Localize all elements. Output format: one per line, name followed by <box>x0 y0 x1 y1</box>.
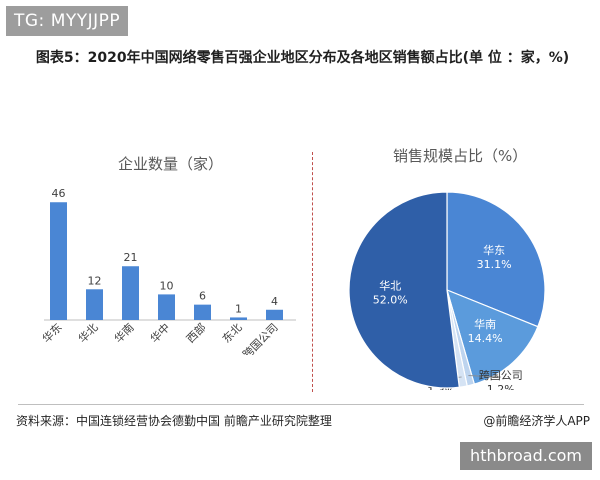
bar-category-label: 华南 <box>111 320 136 345</box>
bar-value-label: 1 <box>235 302 242 315</box>
site-badge: hthbroad.com <box>460 442 592 470</box>
pie-slice <box>348 191 460 389</box>
bar <box>86 289 103 320</box>
bar-category-label: 跨国公司 <box>240 321 280 355</box>
panel-divider <box>312 152 313 392</box>
pie-slice-value: 31.1% <box>477 258 512 271</box>
bar-category-label: 华中 <box>147 320 172 345</box>
pie-slice-label: 华北 <box>379 279 401 293</box>
chart-title: 图表5：2020年中国网络零售百强企业地区分布及各地区销售额占比(单 位 ：家，… <box>35 50 570 66</box>
bar <box>50 202 67 320</box>
bar-chart-title: 企业数量（家） <box>118 155 224 173</box>
bar-value-label: 6 <box>199 290 206 303</box>
tg-badge: TG: MYYJJPP <box>6 6 129 36</box>
credit-note: @前瞻经济学人APP <box>483 414 590 428</box>
bar <box>122 266 139 320</box>
pie-slice <box>446 191 546 328</box>
pie-chart-title: 销售规模占比（%） <box>393 147 528 165</box>
bar-value-label: 21 <box>124 251 138 264</box>
pie-slice-value: 1.2% <box>487 383 515 390</box>
bar <box>266 309 283 320</box>
bar-category-label: 华东 <box>39 320 64 345</box>
pie-slice <box>446 288 539 385</box>
bar-value-label: 4 <box>271 295 278 308</box>
bar <box>158 294 175 320</box>
pie-slice-label: 华东 <box>483 243 505 257</box>
bar-category-label: 华北 <box>75 320 100 345</box>
bar <box>194 304 211 320</box>
bar-value-label: 12 <box>88 274 102 287</box>
pie-slice-value: 14.4% <box>468 332 503 345</box>
bar <box>230 317 247 320</box>
source-note: 资料来源：中国连锁经营协会德勤中国 前瞻产业研究院整理 <box>16 414 332 428</box>
bar-chart: 46 华东 12 华北 21 华南 10 华中 6 西部 1 东北 4 跨国公司 <box>39 187 296 355</box>
bar-value-label: 46 <box>52 187 66 200</box>
bar-value-label: 10 <box>160 279 174 292</box>
footer-rule <box>18 404 584 405</box>
pie-slice-label: 华南 <box>474 317 496 331</box>
pie-slice-value: 52.0% <box>373 294 408 307</box>
bar-category-label: 西部 <box>183 320 208 345</box>
pie-leader-line <box>468 375 501 378</box>
pie-slice-label: 跨国公司 <box>479 369 523 382</box>
bar-category-label: 东北 <box>220 321 245 346</box>
